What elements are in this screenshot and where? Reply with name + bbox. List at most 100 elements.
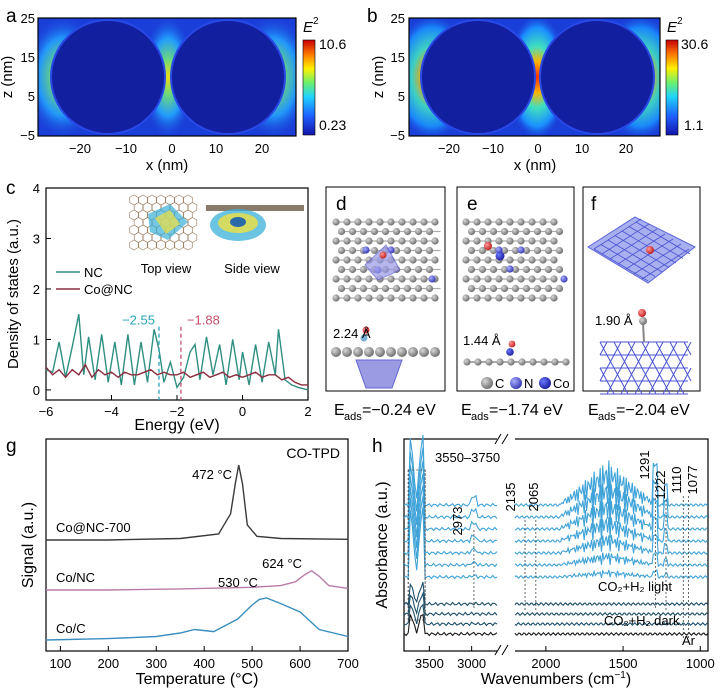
carbon-atom xyxy=(397,347,407,357)
ir-spectrum-left xyxy=(403,496,498,568)
ir-spectrum-left xyxy=(403,507,498,580)
bond xyxy=(607,239,663,273)
svg-text:E: E xyxy=(461,402,472,419)
carbon-atom xyxy=(485,358,493,366)
carbon-atom xyxy=(550,256,558,264)
carbon-atom xyxy=(376,237,384,245)
carbon-atom xyxy=(354,275,362,283)
carbon-atom xyxy=(506,256,514,264)
tick-label: 3500 xyxy=(415,656,444,671)
carbon-atom xyxy=(528,256,536,264)
carbon-atom xyxy=(348,284,357,293)
peak-annotation: 1077 xyxy=(685,466,700,495)
tick-label: 2 xyxy=(304,404,311,419)
panel-b: b 25 15 5 −5 −20 −10 0 10 20 x (nm) z (n… xyxy=(367,6,708,174)
carbon-atom xyxy=(500,246,509,255)
ir-spectrum-right xyxy=(514,612,708,616)
bond xyxy=(642,322,645,343)
colorbar xyxy=(302,39,316,136)
carbon-atom xyxy=(522,284,531,293)
carbon-atom xyxy=(403,227,412,236)
carbon-atom xyxy=(409,237,417,245)
carbon-atom xyxy=(392,246,401,255)
carbon-atom xyxy=(550,294,558,302)
carbon-atom xyxy=(511,265,520,274)
carbon-atom xyxy=(539,256,547,264)
carbon-atom xyxy=(467,227,476,236)
y-axis-label: z (nm) xyxy=(0,56,16,99)
carbon-atom xyxy=(343,275,351,283)
carbon-atom xyxy=(420,256,428,264)
bond xyxy=(655,367,664,382)
carbon-atom xyxy=(533,227,542,236)
axis-break-mark xyxy=(494,644,502,656)
carbon-atom xyxy=(376,218,384,226)
colorbar-superscript: 2 xyxy=(677,16,683,27)
side-structure xyxy=(463,340,570,366)
carbon-atom xyxy=(500,284,509,293)
bond xyxy=(600,244,656,277)
ir-spectrum-right xyxy=(514,496,708,532)
carbon-atom xyxy=(544,284,553,293)
carbon-atom xyxy=(533,284,542,293)
carbon-atom xyxy=(408,347,418,357)
ir-spectrum-right xyxy=(514,460,709,507)
carbon-atom xyxy=(343,256,351,264)
carbon-atom xyxy=(489,284,498,293)
dos-lines xyxy=(45,314,309,400)
carbon-atom xyxy=(528,294,536,302)
tick-label: 0 xyxy=(534,141,541,156)
carbon-atom xyxy=(550,275,558,283)
carbon-atom xyxy=(398,275,406,283)
axis-ticks: 3500 3000 2000 1500 1000 xyxy=(415,646,715,671)
series-label: Co@NC-700 xyxy=(56,520,131,535)
bond xyxy=(593,218,642,250)
hex-cell xyxy=(129,239,139,251)
bond xyxy=(625,238,674,270)
panel-h: h 3500 3000 2000 1500 1000 Wavenumbers (cm−1… xyxy=(372,433,715,688)
series-label: Co/NC xyxy=(56,570,95,585)
carbon-atom xyxy=(332,294,340,302)
peak-label: 530 °C xyxy=(218,575,258,590)
oxygen-atom xyxy=(379,251,387,259)
tick-label: 400 xyxy=(193,656,215,671)
tick-label: 1 xyxy=(33,332,40,347)
carbon-atom xyxy=(359,284,368,293)
svg-text:=−0.24 eV: =−0.24 eV xyxy=(362,402,436,419)
carbon-atom xyxy=(473,294,481,302)
axis-break xyxy=(497,640,515,660)
panel-letter: g xyxy=(6,436,17,457)
bond xyxy=(669,367,678,382)
svg-text:E: E xyxy=(588,402,599,419)
tick-label: 0 xyxy=(239,404,246,419)
bond xyxy=(599,367,608,382)
oh-region-marker xyxy=(407,469,426,621)
bond xyxy=(620,354,629,369)
tick-label: 0 xyxy=(33,383,40,398)
carbon-atom xyxy=(511,246,520,255)
tick-label: 20 xyxy=(619,141,633,156)
carbon-atom xyxy=(431,256,439,264)
carbon-atom xyxy=(462,237,470,245)
carbon-atom xyxy=(420,294,428,302)
carbon-atom xyxy=(528,218,536,226)
panel-letter: c xyxy=(6,178,16,199)
carbon-atom xyxy=(370,284,379,293)
carbon-atom xyxy=(375,347,385,357)
series-line-co-nc-700 xyxy=(46,464,349,541)
cobalt-cluster xyxy=(364,244,401,281)
carbon-atom xyxy=(495,237,503,245)
bond xyxy=(648,354,657,369)
bond xyxy=(676,354,685,369)
carbon-atom xyxy=(425,227,434,236)
panel-frame xyxy=(582,186,701,392)
annotation: −1.88 xyxy=(187,312,220,327)
series-line-nc xyxy=(45,314,309,391)
x-axis-label: x (nm) xyxy=(514,157,557,174)
bond-distance: 1.90 Å xyxy=(595,313,633,328)
inset-side-view xyxy=(206,205,304,241)
carbon-atom xyxy=(484,256,492,264)
carbon-atom xyxy=(484,275,492,283)
field-map xyxy=(38,18,296,136)
